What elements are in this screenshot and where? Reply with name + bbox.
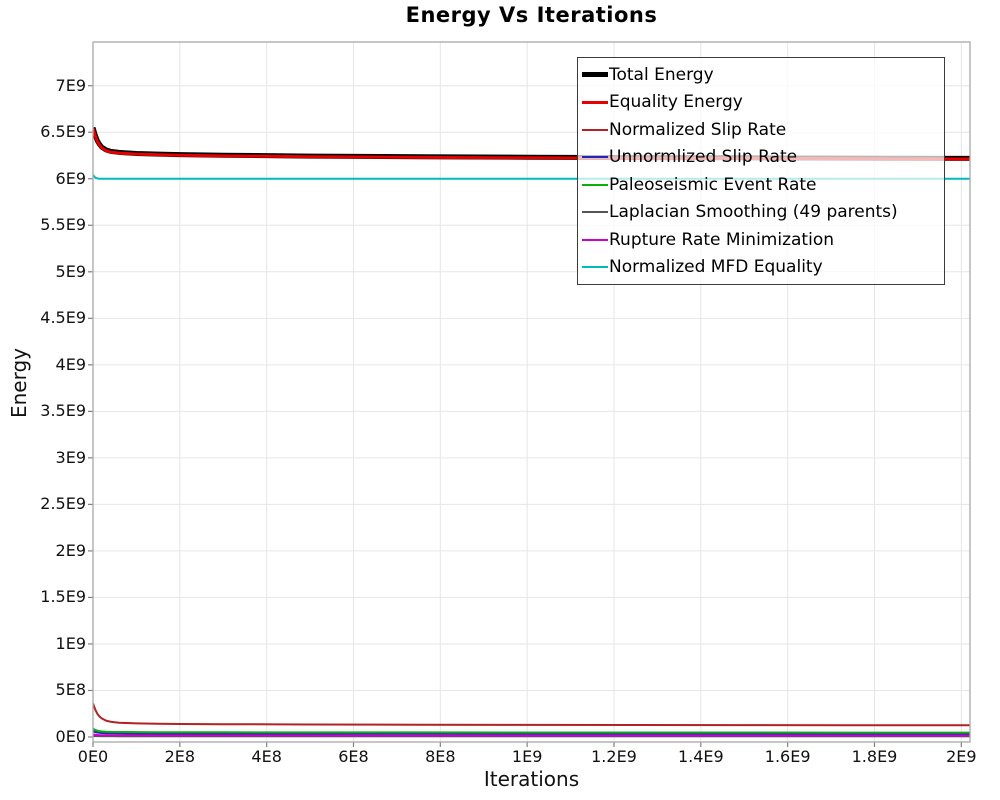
series-line (93, 727, 970, 734)
legend-label: Laplacian Smoothing (49 parents) (609, 202, 898, 223)
y-tick-label: 3E9 (55, 447, 86, 467)
x-tick-label: 1E9 (511, 747, 543, 766)
legend-line-swatch (582, 72, 608, 78)
legend-item: Equality Energy (582, 89, 940, 117)
legend-label: Normalized MFD Equality (609, 257, 823, 278)
legend-line-swatch (582, 238, 608, 241)
legend-item: Rupture Rate Minimization (582, 226, 940, 254)
y-tick-label: 4.5E9 (40, 308, 86, 328)
y-tick-label: 1.5E9 (40, 587, 86, 607)
y-tick-label: 5E9 (55, 261, 86, 281)
x-tick-label: 4E8 (251, 747, 282, 766)
x-tick-label: 1.8E9 (851, 747, 898, 766)
y-tick-label: 1E9 (55, 633, 86, 653)
legend-line-swatch (582, 183, 608, 186)
legend-line-swatch (582, 156, 608, 159)
chart-title: Energy Vs Iterations (405, 3, 658, 27)
y-tick-label: 5E8 (55, 680, 86, 700)
x-tick-label: 1.2E9 (591, 747, 637, 766)
y-tick-label: 4E9 (55, 354, 86, 374)
legend-item: Normalized Slip Rate (582, 116, 940, 144)
y-tick-label: 6E9 (55, 168, 86, 188)
series-line (93, 733, 970, 737)
series-line (93, 730, 970, 735)
x-tick-label: 0E0 (77, 747, 109, 766)
y-tick-label: 5.5E9 (40, 215, 86, 235)
x-tick-label: 2E8 (164, 747, 196, 766)
y-tick-label: 2E9 (55, 540, 86, 560)
legend-item: Total Energy (582, 61, 940, 89)
y-tick-label: 7E9 (55, 75, 86, 95)
tick-marks (88, 85, 962, 747)
plot-border (92, 41, 971, 743)
legend-line-swatch (582, 128, 608, 131)
x-tick-label: 2E9 (946, 747, 977, 766)
y-tick-label: 3.5E9 (40, 401, 86, 421)
x-tick-label: 1.4E9 (677, 747, 724, 766)
legend-label: Rupture Rate Minimization (609, 229, 834, 250)
x-tick-label: 1.6E9 (764, 747, 811, 766)
legend-line-swatch (582, 266, 608, 269)
legend-label: Unnormlized Slip Rate (609, 147, 798, 168)
legend-label: Normalized Slip Rate (609, 119, 787, 140)
y-tick-label: 6.5E9 (40, 122, 86, 142)
x-tick-label: 6E8 (338, 747, 369, 766)
legend-item: Normalized MFD Equality (582, 254, 940, 282)
legend-item: Paleoseismic Event Rate (582, 171, 940, 199)
legend-line-swatch (582, 100, 608, 104)
legend-item: Laplacian Smoothing (49 parents) (582, 199, 940, 227)
series-line (93, 703, 970, 727)
legend-item: Unnormlized Slip Rate (582, 144, 940, 172)
x-axis-label: Iterations (483, 767, 580, 791)
legend-label: Paleoseismic Event Rate (609, 174, 817, 195)
legend-line-swatch (582, 211, 608, 214)
y-tick-label: 0E0 (55, 726, 86, 746)
legend-label: Total Energy (609, 64, 714, 85)
legend-label: Equality Energy (609, 92, 743, 113)
x-tick-label: 8E8 (425, 747, 456, 766)
legend: Total Energy Equality Energy Normalized Sl… (577, 57, 945, 285)
y-tick-label: 2.5E9 (40, 494, 86, 514)
